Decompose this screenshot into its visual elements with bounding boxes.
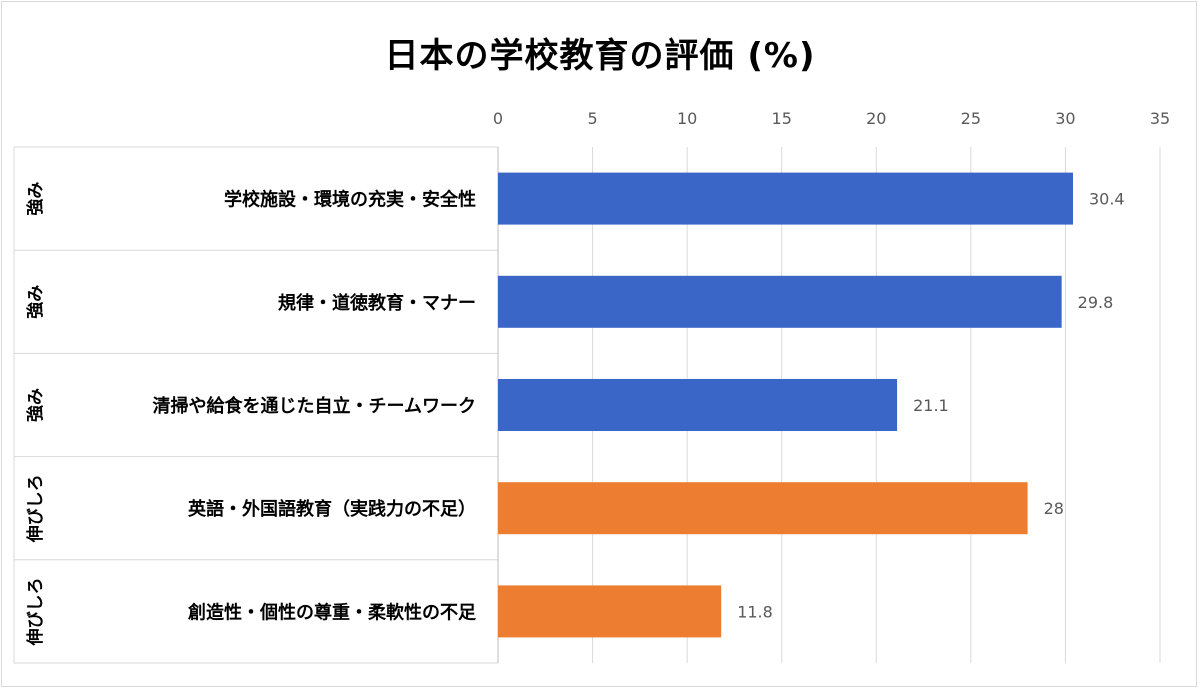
tick-layer: 0 5 10 15 20 25 30 35	[493, 109, 1170, 128]
x-tick-label: 15	[772, 109, 792, 128]
data-label: 30.4	[1089, 190, 1125, 209]
bar	[498, 379, 898, 431]
x-tick-label: 35	[1150, 109, 1170, 128]
x-tick-label: 5	[587, 109, 597, 128]
x-tick-label: 10	[677, 109, 697, 128]
group-label: 伸びしろ	[25, 474, 46, 543]
data-label: 11.8	[737, 602, 773, 621]
bar	[498, 172, 1073, 225]
group-label: 伸びしろ	[25, 577, 46, 646]
category-label: 学校施設・環境の充実・安全性	[224, 189, 476, 211]
bar-layer	[498, 172, 1073, 638]
category-label: 規律・道徳教育・マナー	[278, 292, 476, 314]
x-tick-label: 25	[961, 109, 981, 128]
bar	[498, 275, 1062, 328]
category-table	[13, 146, 499, 664]
group-label: 強み	[25, 285, 46, 319]
data-label: 28	[1044, 499, 1064, 518]
chart-title: 日本の学校教育の評価 (%)	[384, 36, 816, 76]
category-label: 清掃や給食を通じた自立・チームワーク	[153, 395, 476, 417]
x-tick-label: 30	[1055, 109, 1075, 128]
data-label: 21.1	[913, 396, 949, 415]
label-layer: 30.4学校施設・環境の充実・安全性強み29.8規律・道徳教育・マナー強み21.…	[25, 182, 1125, 647]
category-label: 創造性・個性の尊重・柔軟性の不足	[187, 601, 476, 623]
x-tick-label: 0	[493, 109, 503, 128]
bar	[498, 585, 722, 638]
group-label: 強み	[25, 388, 46, 422]
category-label: 英語・外国語教育（実践力の不足）	[187, 498, 476, 520]
bar	[498, 482, 1028, 535]
x-tick-label: 20	[866, 109, 886, 128]
data-label: 29.8	[1078, 293, 1114, 312]
group-label: 強み	[25, 182, 46, 216]
